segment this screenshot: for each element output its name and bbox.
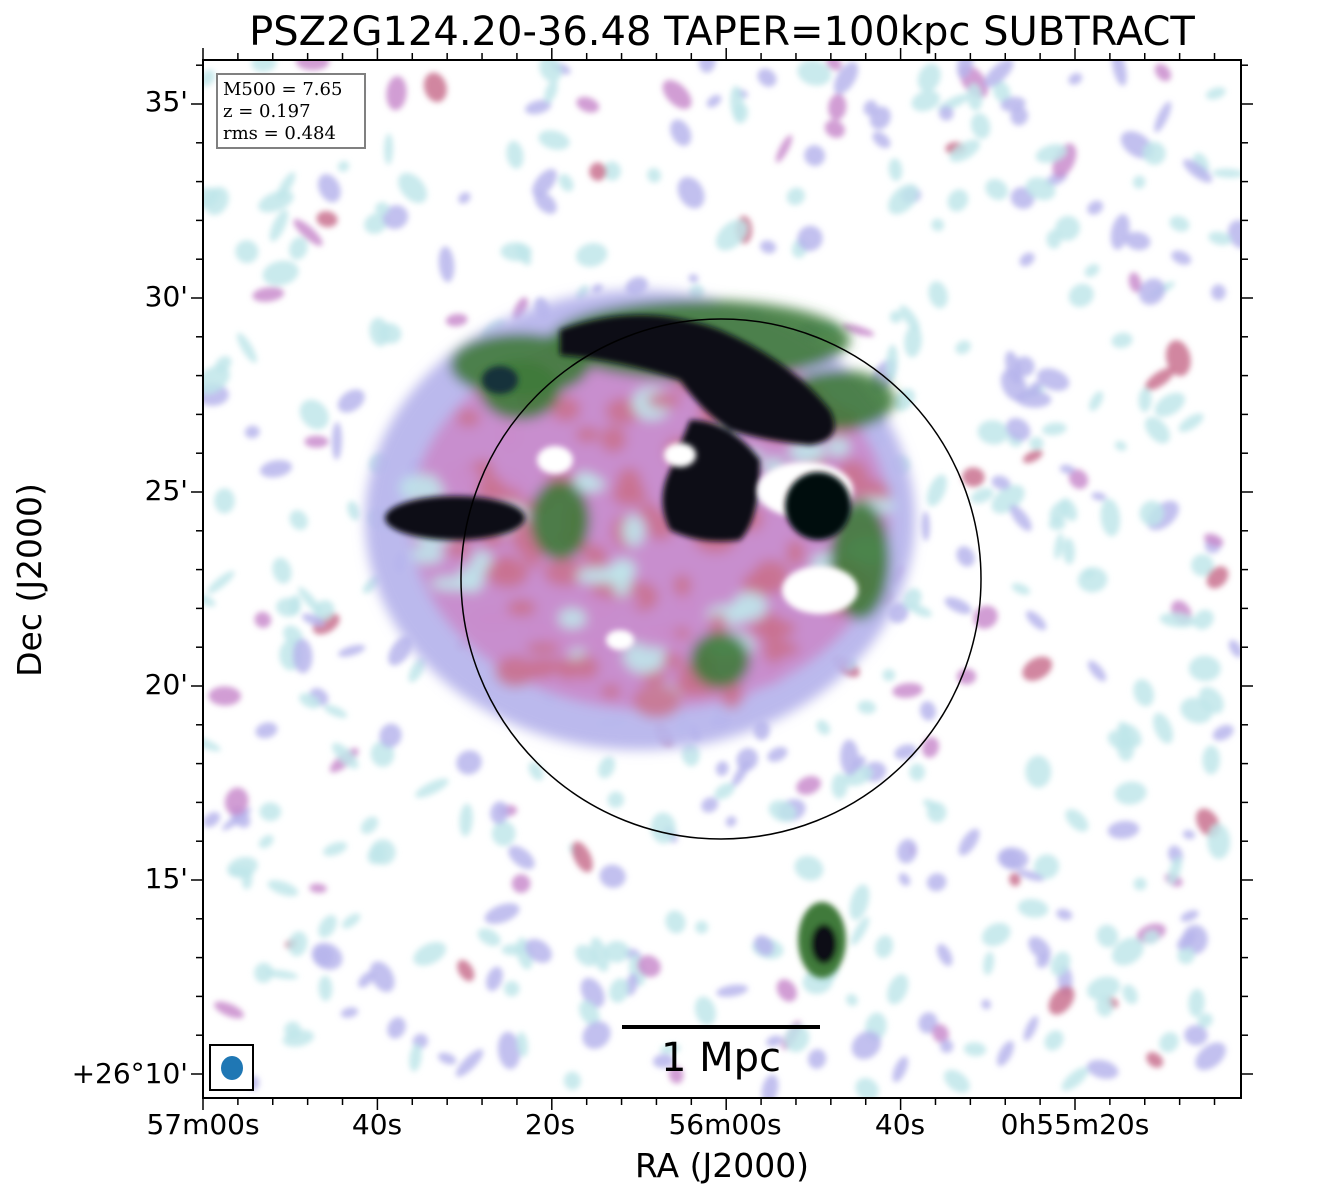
info-line-mass: M500 = 7.65 xyxy=(223,79,343,100)
x-tick-label: 56m00s xyxy=(668,1108,782,1141)
x-tick-label: 40s xyxy=(874,1108,926,1141)
y-tick-label: 35' xyxy=(144,85,188,118)
figure-title: PSZ2G124.20-36.48 TAPER=100kpc SUBTRACT xyxy=(249,9,1195,55)
y-tick-label: 20' xyxy=(144,668,188,701)
x-tick-label: 0h55m20s xyxy=(1000,1108,1150,1141)
axes-frame xyxy=(202,59,1242,1099)
y-axis-label: Dec (J2000) xyxy=(10,483,49,677)
y-tick-label: 30' xyxy=(144,280,188,313)
info-line-redshift: z = 0.197 xyxy=(223,101,311,122)
x-axis-label: RA (J2000) xyxy=(634,1146,810,1185)
scale-bar-label: 1 Mpc xyxy=(660,1035,782,1081)
r500-circle xyxy=(460,318,982,840)
x-tick-label: 57m00s xyxy=(146,1108,260,1141)
x-tick-label: 40s xyxy=(351,1108,403,1141)
info-box: M500 = 7.65 z = 0.197 rms = 0.484 xyxy=(216,73,366,149)
beam-ellipse xyxy=(221,1056,243,1080)
y-tick-label: +26°10' xyxy=(71,1057,188,1090)
y-tick-label: 15' xyxy=(144,862,188,895)
axis-ticks xyxy=(191,48,1253,1110)
x-tick-label: 20s xyxy=(524,1108,576,1141)
emission-map xyxy=(203,60,1241,1098)
info-line-rms: rms = 0.484 xyxy=(223,123,336,144)
y-tick-label: 25' xyxy=(144,474,188,507)
